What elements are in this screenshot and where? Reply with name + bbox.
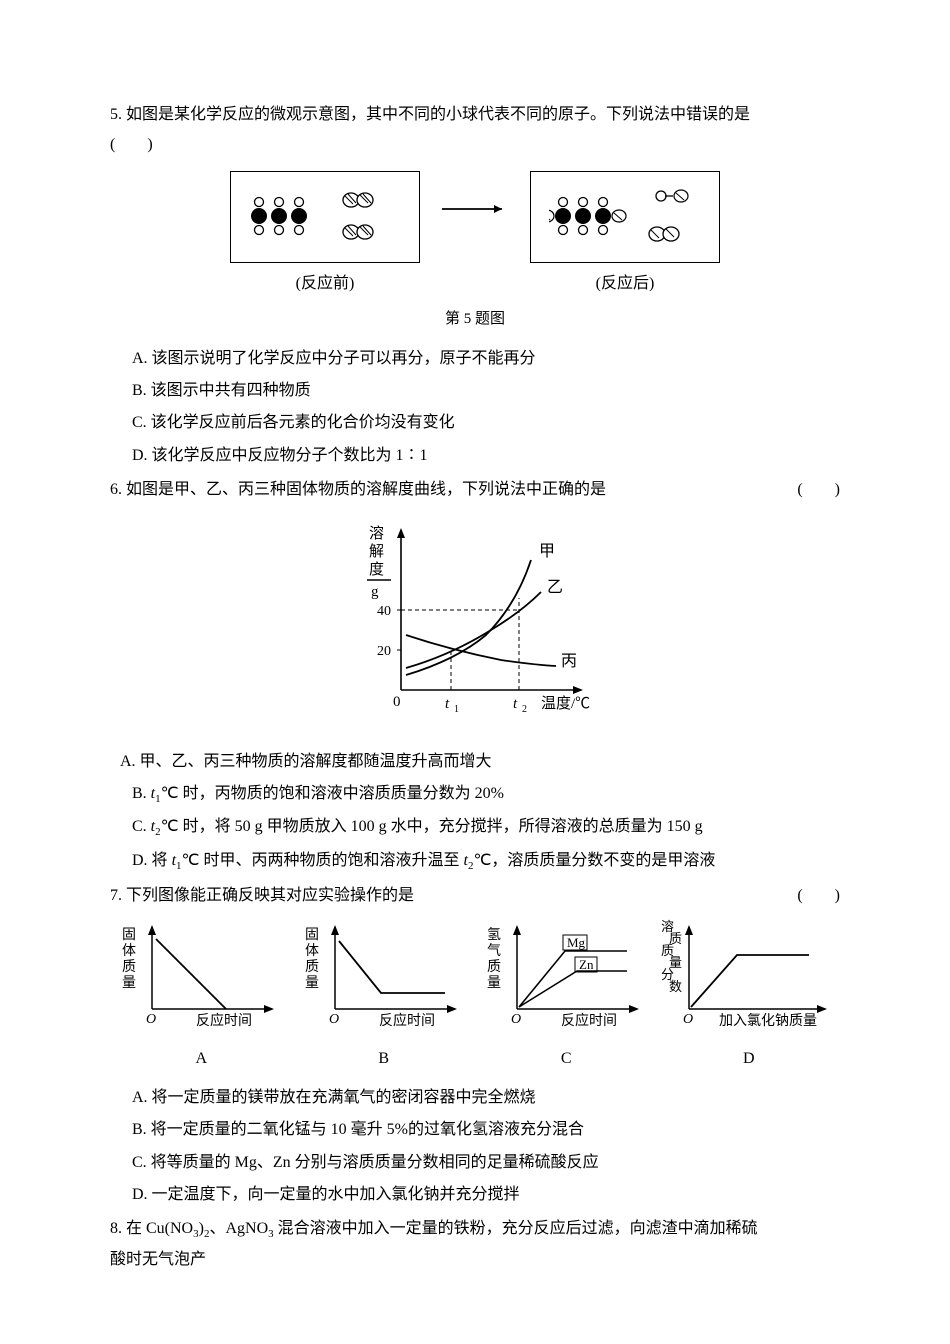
svg-text:加入氯化钠质量: 加入氯化钠质量 — [719, 1013, 817, 1029]
svg-text:质: 质 — [305, 959, 319, 975]
svg-text:反应时间: 反应时间 — [196, 1012, 252, 1029]
svg-text:气: 气 — [487, 943, 501, 959]
q6-option-b: B. t1℃ 时，丙物质的饱和溶液中溶质质量分数为 20% — [110, 779, 840, 810]
svg-text:40: 40 — [377, 604, 391, 619]
svg-text:量: 量 — [487, 975, 501, 991]
svg-text:O: O — [146, 1012, 156, 1027]
svg-text:质: 质 — [487, 959, 501, 975]
q7-option-a: A. 将一定质量的镁带放在充满氧气的密闭容器中完全燃烧 — [110, 1083, 840, 1113]
q7-option-d: D. 一定温度下，向一定量的水中加入氯化钠并充分搅拌 — [110, 1180, 840, 1210]
q7-option-c: C. 将等质量的 Mg、Zn 分别与溶质质量分数相同的足量稀硫酸反应 — [110, 1148, 840, 1178]
q7-option-b: B. 将一定质量的二氧化锰与 10 毫升 5%的过氧化氢溶液充分混合 — [110, 1115, 840, 1145]
svg-text:体: 体 — [122, 943, 136, 959]
q5-caption: 第 5 题图 — [110, 305, 840, 334]
question-5: 5. 如图是某化学反应的微观示意图，其中不同的小球代表不同的原子。下列说法中错误… — [110, 100, 840, 471]
q7-chart-d-label: D — [658, 1044, 841, 1074]
svg-text:解: 解 — [369, 543, 384, 560]
q5-figure: (反应前) (反应后) 第 5 题图 — [110, 171, 840, 334]
question-8: 8. 在 Cu(NO3)2、AgNO3 混合溶液中加入一定量的铁粉，充分反应后过… — [110, 1214, 840, 1275]
q7-stem: 7. 下列图像能正确反映其对应实验操作的是 — [110, 881, 797, 911]
q7-chart-a-label: A — [110, 1044, 293, 1074]
svg-text:反应时间: 反应时间 — [561, 1012, 617, 1029]
svg-text:t: t — [445, 696, 450, 712]
q6-option-a: A. 甲、乙、丙三种物质的溶解度都随温度升高而增大 — [110, 747, 840, 777]
svg-text:数: 数 — [669, 979, 682, 994]
q7-charts: O 反应时间 固 体 质 量 A O 反应时间 — [110, 919, 840, 1075]
svg-text:t: t — [513, 696, 518, 712]
svg-text:温度/℃: 温度/℃ — [541, 695, 590, 712]
reaction-after-label: (反应后) — [530, 269, 720, 299]
reaction-before-label: (反应前) — [230, 269, 420, 299]
svg-text:O: O — [511, 1012, 521, 1027]
q5-option-d: D. 该化学反应中反应物分子个数比为 1∶1 — [110, 441, 840, 471]
q7-chart-d: O 加入氯化钠质量 溶 质 质 量 分 数 D — [658, 919, 841, 1075]
q6-option-c: C. t2℃ 时，将 50 g 甲物质放入 100 g 水中，充分搅拌，所得溶液… — [110, 812, 840, 843]
svg-text:O: O — [329, 1012, 339, 1027]
svg-text:Mg: Mg — [567, 935, 586, 950]
svg-text:1: 1 — [454, 704, 459, 715]
svg-text:乙: 乙 — [547, 579, 563, 596]
q5-stem: 5. 如图是某化学反应的微观示意图，其中不同的小球代表不同的原子。下列说法中错误… — [110, 100, 840, 130]
svg-text:体: 体 — [305, 943, 319, 959]
q6-stem: 6. 如图是甲、乙、丙三种固体物质的溶解度曲线，下列说法中正确的是 — [110, 475, 797, 505]
q5-option-b: B. 该图示中共有四种物质 — [110, 376, 840, 406]
q7-chart-b: O 反应时间 固 体 质 量 B — [293, 919, 476, 1075]
q5-option-c: C. 该化学反应前后各元素的化合价均没有变化 — [110, 408, 840, 438]
solubility-chart-svg: 20 40 甲 乙 丙 0 t1 t2 温度/℃ 溶 — [345, 516, 605, 726]
q7-chart-c-label: C — [475, 1044, 658, 1074]
svg-text:O: O — [683, 1012, 693, 1027]
q5-option-a: A. 该图示说明了化学反应中分子可以再分，原子不能再分 — [110, 344, 840, 374]
svg-text:g: g — [371, 584, 379, 600]
reaction-after-box — [530, 171, 720, 263]
question-6: 6. 如图是甲、乙、丙三种固体物质的溶解度曲线，下列说法中正确的是 ( ) 20… — [110, 475, 840, 876]
svg-text:0: 0 — [393, 694, 401, 710]
q7-chart-b-label: B — [293, 1044, 476, 1074]
q8-line1: 8. 在 Cu(NO3)2、AgNO3 混合溶液中加入一定量的铁粉，充分反应后过… — [110, 1214, 840, 1245]
svg-text:量: 量 — [122, 975, 136, 991]
q6-chart: 20 40 甲 乙 丙 0 t1 t2 温度/℃ 溶 — [110, 516, 840, 737]
q7-chart-c: Mg Zn O 反应时间 氢 气 质 量 C — [475, 919, 658, 1075]
svg-text:量: 量 — [305, 975, 319, 991]
q7-chart-a: O 反应时间 固 体 质 量 A — [110, 919, 293, 1075]
svg-text:丙: 丙 — [561, 653, 577, 670]
question-7: 7. 下列图像能正确反映其对应实验操作的是 ( ) O 反应时间 固 体 质 量 — [110, 881, 840, 1211]
q7-paren: ( ) — [797, 881, 840, 911]
svg-text:2: 2 — [522, 704, 527, 715]
svg-text:氢: 氢 — [487, 927, 501, 943]
svg-text:反应时间: 反应时间 — [379, 1012, 435, 1029]
svg-text:甲: 甲 — [539, 543, 555, 560]
reaction-arrow — [440, 199, 510, 230]
svg-text:20: 20 — [377, 644, 391, 659]
reaction-before-box — [230, 171, 420, 263]
reaction-before-svg — [249, 182, 403, 254]
q6-paren: ( ) — [797, 475, 840, 505]
reaction-after-svg — [549, 182, 703, 254]
svg-text:Zn: Zn — [579, 957, 594, 972]
svg-text:度: 度 — [369, 561, 384, 578]
svg-text:固: 固 — [305, 928, 319, 943]
svg-text:溶: 溶 — [369, 525, 384, 542]
q8-line2: 酸时无气泡产 — [110, 1245, 840, 1275]
svg-text:固: 固 — [122, 928, 136, 943]
svg-text:质: 质 — [122, 959, 136, 975]
q5-paren: ( ) — [110, 130, 840, 160]
q6-option-d: D. 将 t1℃ 时甲、丙两种物质的饱和溶液升温至 t2℃，溶质质量分数不变的是… — [110, 846, 840, 877]
